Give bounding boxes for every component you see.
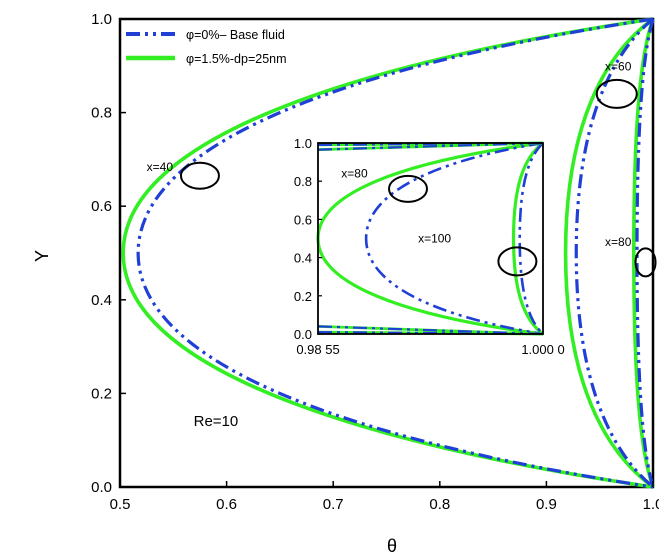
highlight-ellipse (634, 247, 657, 278)
station-label: x=60 (605, 59, 632, 73)
legend-label-base-fluid: φ=0%– Base fluid (186, 28, 285, 42)
y-tick-label: 0.8 (91, 105, 112, 122)
inset-edge-line-top (317, 141, 544, 151)
curve-base-fluid-x40 (136, 17, 654, 489)
inset-y-tick-label: 0.8 (294, 174, 312, 189)
x-tick-label: 0.7 (323, 496, 344, 513)
inset-y-tick-label: 0.0 (294, 327, 312, 342)
inset-curve-base-fluid-x100 (518, 142, 544, 335)
inset-highlight-ellipse (497, 246, 538, 277)
highlight-ellipse (595, 78, 638, 109)
curve-nanofluid-x80 (632, 18, 655, 488)
inset-chart: 0.0 0.2 0.4 0.6 0.8 1.0 0.98 55 1.000 0 x=80 x=1… (294, 136, 565, 357)
highlight-ellipse (179, 161, 220, 190)
main-curves (121, 17, 655, 489)
y-axis-title: Y (32, 250, 52, 262)
curve-nanofluid-x60 (563, 17, 655, 489)
x-axis-title: θ (387, 536, 397, 556)
reynolds-label: Re=10 (194, 413, 239, 430)
y-tick-label: 0.6 (91, 198, 112, 215)
x-tick-label: 0.8 (429, 496, 450, 513)
x-tick-label: 0.5 (110, 496, 131, 513)
inset-y-tick-label: 1.0 (294, 136, 312, 151)
inset-y-tick-label: 0.6 (294, 212, 312, 227)
legend: φ=0%– Base fluid φ=1.5%-dp=25nm (126, 28, 287, 66)
inset-x-tick-label: 1.000 0 (521, 342, 564, 357)
main-axes: 0.5 0.6 0.7 0.8 0.9 1.0 0.0 0.2 0.4 0.6 0.8 1.0 (91, 11, 659, 513)
curve-base-fluid-x80 (635, 18, 655, 488)
y-tick-label: 0.0 (91, 479, 112, 496)
inset-curve-nanofluid-x100 (511, 141, 544, 336)
inset-frame (317, 142, 544, 335)
station-label: x=40 (147, 160, 174, 174)
inset-x-tick-label: 0.98 55 (296, 342, 339, 357)
x-tick-label: 1.0 (643, 496, 659, 513)
y-tick-label: 0.2 (91, 385, 112, 402)
station-label: x=80 (605, 235, 632, 249)
inset-station-label: x=80 (341, 166, 368, 180)
y-tick-label: 0.4 (91, 292, 112, 309)
inset-annotations: x=80 x=100 (341, 166, 538, 277)
inset-station-label: x=100 (418, 231, 451, 245)
y-tick-label: 1.0 (91, 11, 112, 28)
inset-highlight-ellipse (388, 174, 428, 203)
inset-y-tick-label: 0.4 (294, 251, 312, 266)
inset-background (318, 143, 543, 334)
inset-axes: 0.0 0.2 0.4 0.6 0.8 1.0 0.98 55 1.000 0 (294, 136, 565, 357)
inset-curve-base-fluid-x80 (364, 141, 544, 336)
inset-y-tick-label: 0.2 (294, 289, 312, 304)
legend-label-nanofluid: φ=1.5%-dp=25nm (186, 52, 287, 66)
x-tick-label: 0.9 (536, 496, 557, 513)
curve-base-fluid-x60 (574, 17, 655, 489)
main-annotations: x=40 x=60 x=80 Re=10 (147, 59, 657, 430)
inset-edge-line-bottom (317, 325, 544, 336)
curve-nanofluid-x40 (121, 17, 654, 489)
x-tick-label: 0.6 (216, 496, 237, 513)
